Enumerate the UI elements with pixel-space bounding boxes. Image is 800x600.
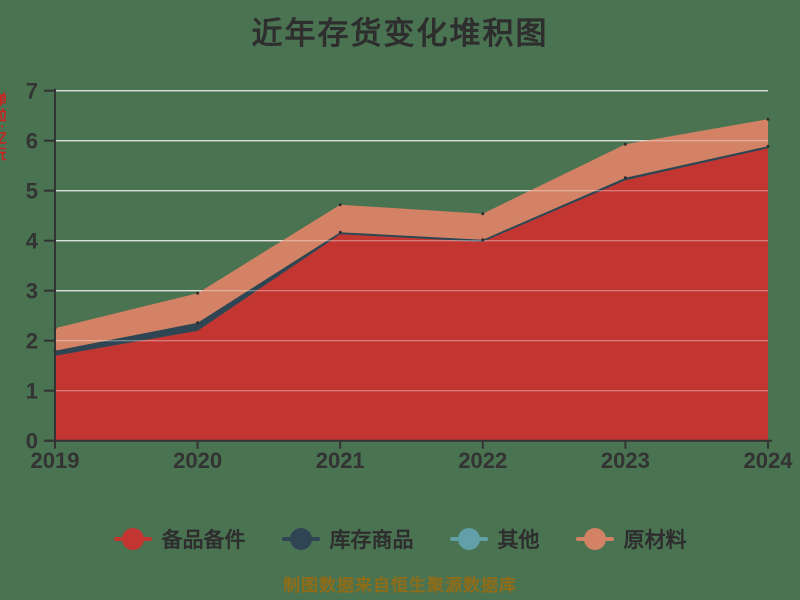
- y-tick-label: 5: [26, 179, 38, 204]
- y-tick-label: 1: [26, 379, 38, 404]
- legend-item-0[interactable]: 备品备件: [113, 524, 246, 554]
- legend-line-dot-icon: [113, 528, 152, 550]
- legend-item-2[interactable]: 其他: [449, 524, 540, 554]
- legend-label: 原材料: [623, 529, 687, 552]
- y-tick-label: 0: [26, 429, 38, 454]
- x-tick-label: 2023: [601, 448, 650, 473]
- y-tick-label: 6: [26, 129, 38, 154]
- y-tick-label: 2: [26, 329, 38, 354]
- legend-line-dot-icon: [449, 528, 488, 550]
- area-series-3: [55, 119, 768, 351]
- legend-line-dot-icon: [281, 528, 320, 550]
- y-axis-unit-label-clipped: 单位:亿元: [0, 92, 6, 252]
- y-tick-label: 4: [26, 229, 39, 254]
- area-series-0: [55, 148, 768, 441]
- data-source-note: 制图数据来自恒生聚源数据库: [283, 576, 517, 595]
- y-tick-label: 3: [26, 279, 38, 304]
- chart-title: 近年存货变化堆积图: [251, 16, 549, 51]
- legend-label: 其他: [497, 529, 540, 552]
- area-series-1: [55, 146, 768, 356]
- gridlines-overlay: [55, 90, 768, 392]
- stacked-areas: [55, 119, 768, 441]
- legend-item-3[interactable]: 原材料: [575, 524, 687, 554]
- legend-label: 备品备件: [161, 529, 246, 552]
- x-tick-label: 2021: [316, 448, 365, 473]
- y-axis-unit-text: 单位:亿元: [0, 92, 6, 163]
- chart-legend: 备品备件 库存商品 其他 原材料: [0, 524, 800, 554]
- legend-item-1[interactable]: 库存商品: [281, 524, 414, 554]
- axis-labels: 0 1 2 3 4 5 6 7 2019 2020 2021 2022 2023 2024: [26, 79, 793, 473]
- legend-line-dot-icon: [575, 528, 614, 550]
- axes: [44, 88, 772, 449]
- x-tick-label: 2022: [458, 448, 507, 473]
- x-tick-label: 2019: [31, 448, 80, 473]
- x-tick-label: 2020: [173, 448, 222, 473]
- y-tick-label: 7: [26, 79, 38, 104]
- x-tick-label: 2024: [744, 448, 794, 473]
- legend-label: 库存商品: [329, 529, 414, 552]
